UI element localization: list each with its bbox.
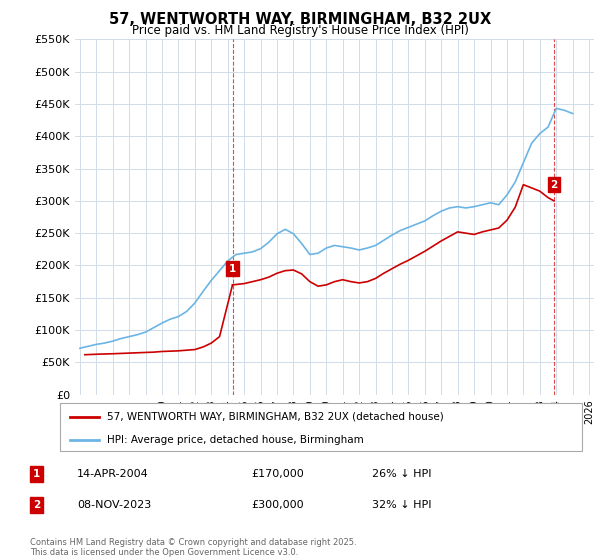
Text: 57, WENTWORTH WAY, BIRMINGHAM, B32 2UX (detached house): 57, WENTWORTH WAY, BIRMINGHAM, B32 2UX (… [107,412,444,422]
Text: 57, WENTWORTH WAY, BIRMINGHAM, B32 2UX: 57, WENTWORTH WAY, BIRMINGHAM, B32 2UX [109,12,491,27]
Text: 2: 2 [550,180,557,190]
Text: 14-APR-2004: 14-APR-2004 [77,469,149,479]
Text: Price paid vs. HM Land Registry's House Price Index (HPI): Price paid vs. HM Land Registry's House … [131,24,469,36]
Text: 32% ↓ HPI: 32% ↓ HPI [372,500,432,510]
Text: 1: 1 [33,469,40,479]
Text: £170,000: £170,000 [251,469,304,479]
Text: £300,000: £300,000 [251,500,304,510]
Text: 08-NOV-2023: 08-NOV-2023 [77,500,151,510]
Text: 1: 1 [229,264,236,274]
Text: 26% ↓ HPI: 26% ↓ HPI [372,469,432,479]
Text: 2: 2 [33,500,40,510]
FancyBboxPatch shape [60,403,582,451]
Text: Contains HM Land Registry data © Crown copyright and database right 2025.
This d: Contains HM Land Registry data © Crown c… [30,538,356,557]
Text: HPI: Average price, detached house, Birmingham: HPI: Average price, detached house, Birm… [107,435,364,445]
